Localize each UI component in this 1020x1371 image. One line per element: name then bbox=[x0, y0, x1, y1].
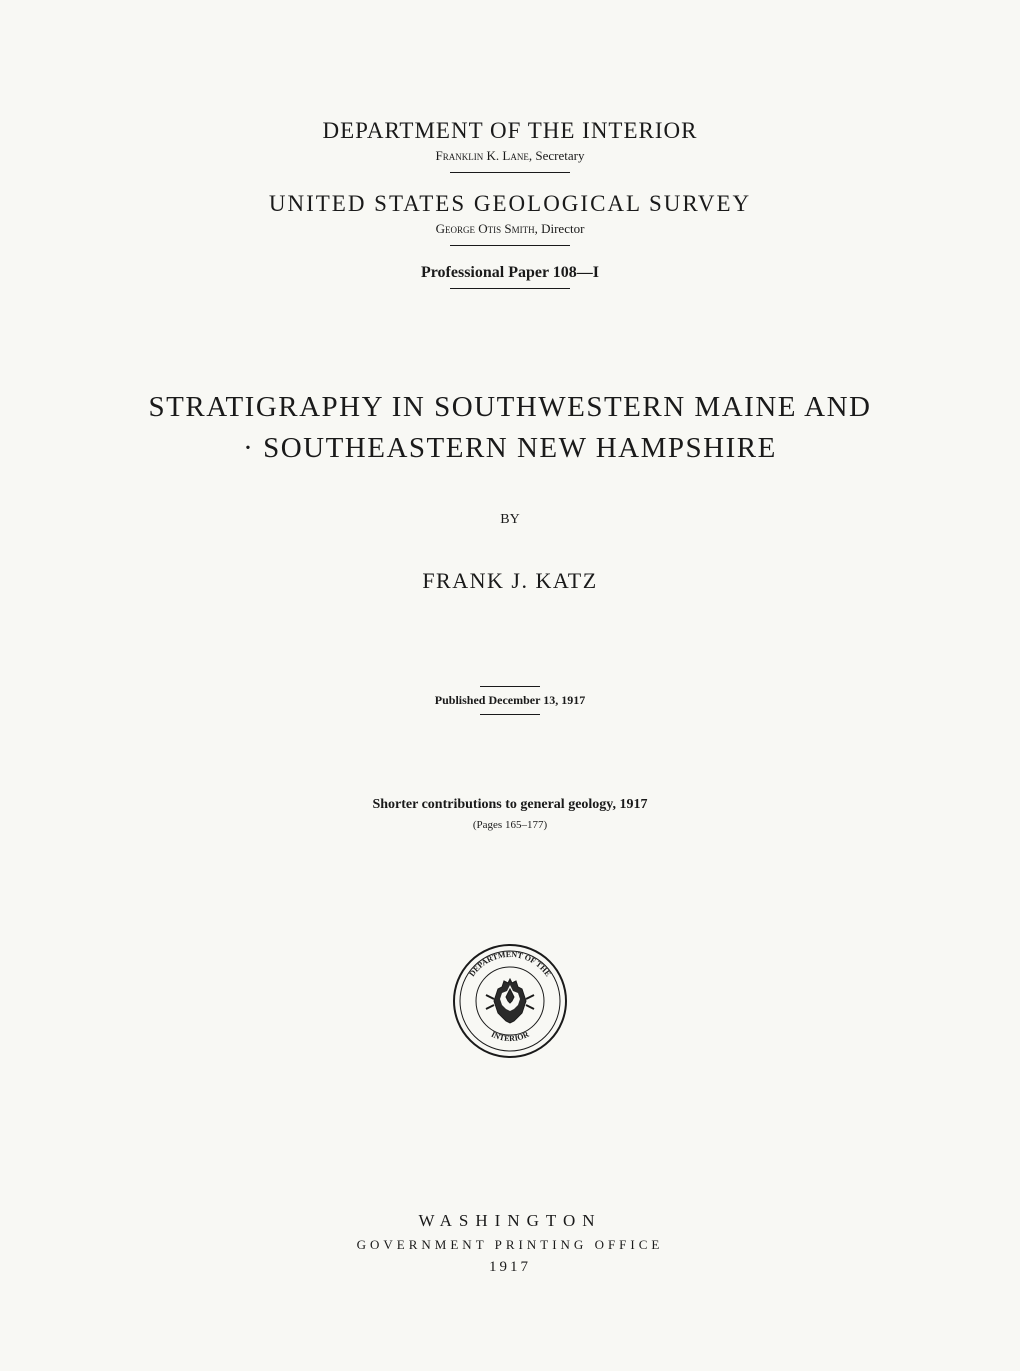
seal-icon: DEPARTMENT OF THE INTERIOR bbox=[450, 941, 570, 1061]
department-name: DEPARTMENT OF THE INTERIOR bbox=[0, 118, 1020, 144]
divider-rule bbox=[480, 714, 540, 715]
divider-rule bbox=[450, 288, 570, 289]
department-seal: DEPARTMENT OF THE INTERIOR bbox=[0, 941, 1020, 1061]
secretary-name: Franklin K. Lane bbox=[436, 148, 529, 163]
by-label: BY bbox=[0, 512, 1020, 528]
director-title: , Director bbox=[535, 221, 585, 236]
imprint-year: 1917 bbox=[0, 1259, 1020, 1276]
title-line-1: STRATIGRAPHY IN SOUTHWESTERN MAINE AND bbox=[0, 387, 1020, 428]
director-name: George Otis Smith bbox=[436, 221, 535, 236]
author-name: FRANK J. KATZ bbox=[0, 568, 1020, 594]
paper-number: Professional Paper 108—I bbox=[0, 264, 1020, 282]
director-line: George Otis Smith, Director bbox=[0, 221, 1020, 237]
divider-rule bbox=[450, 172, 570, 173]
contribution-line: Shorter contributions to general geology… bbox=[0, 797, 1020, 813]
imprint-city: WASHINGTON bbox=[0, 1211, 1020, 1231]
imprint-block: WASHINGTON GOVERNMENT PRINTING OFFICE 19… bbox=[0, 1211, 1020, 1276]
agency-name: UNITED STATES GEOLOGICAL SURVEY bbox=[0, 191, 1020, 217]
secretary-title: , Secretary bbox=[529, 148, 585, 163]
svg-text:INTERIOR: INTERIOR bbox=[490, 1030, 531, 1043]
pages-line: (Pages 165–177) bbox=[0, 819, 1020, 831]
title-line-2: · SOUTHEASTERN NEW HAMPSHIRE bbox=[0, 428, 1020, 469]
divider-rule bbox=[450, 245, 570, 246]
divider-rule bbox=[480, 686, 540, 687]
imprint-printer: GOVERNMENT PRINTING OFFICE bbox=[0, 1237, 1020, 1253]
secretary-line: Franklin K. Lane, Secretary bbox=[0, 148, 1020, 164]
title-block: STRATIGRAPHY IN SOUTHWESTERN MAINE AND ·… bbox=[0, 387, 1020, 594]
title-page: DEPARTMENT OF THE INTERIOR Franklin K. L… bbox=[0, 0, 1020, 1276]
publication-date: Published December 13, 1917 bbox=[0, 693, 1020, 708]
